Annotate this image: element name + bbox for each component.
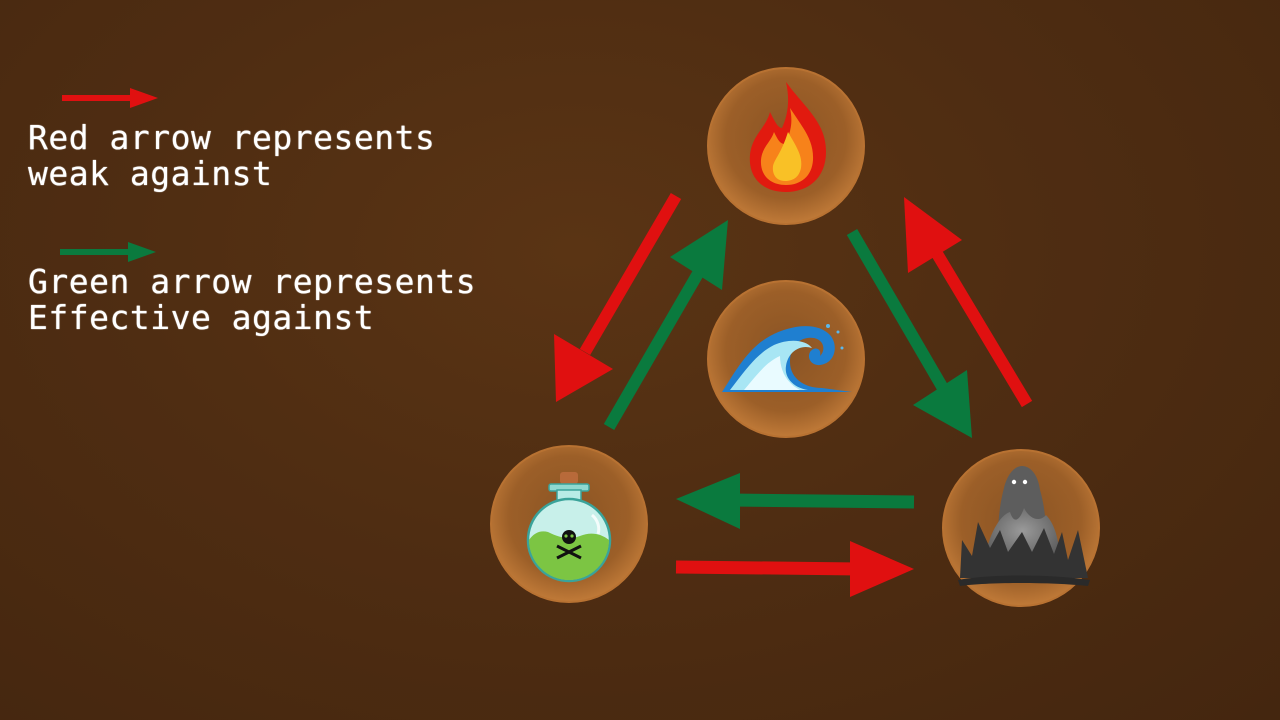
green-legend-line-1: Green arrow represents — [28, 262, 477, 301]
red-legend-line-2: weak against — [28, 154, 273, 193]
green-legend-text: Green arrow represents Effective against — [28, 264, 476, 336]
green-arrow-legend-icon — [60, 242, 156, 262]
legend: Red arrow represents weak against Green … — [0, 0, 476, 360]
red-arrow-fire-to-poison — [554, 192, 682, 402]
green-arrow-poison-to-fire — [603, 220, 728, 431]
red-arrow-legend-icon — [62, 88, 158, 108]
red-legend-line-1: Red arrow represents — [28, 118, 436, 157]
red-legend-text: Red arrow represents weak against — [28, 120, 435, 192]
red-arrow-ghost-to-fire — [904, 197, 1033, 408]
red-arrow-poison-to-ghost — [675, 541, 914, 597]
water-orb[interactable] — [707, 280, 865, 438]
fire-icon — [749, 82, 826, 192]
green-arrow-fire-to-ghost — [846, 228, 972, 438]
wave-icon — [722, 324, 852, 392]
poison-orb[interactable] — [490, 445, 648, 603]
green-arrow-ghost-to-poison — [676, 473, 915, 529]
poison-flask-icon — [526, 472, 612, 583]
fire-orb[interactable] — [707, 67, 865, 225]
ghost-icon — [958, 466, 1090, 586]
arrows — [554, 192, 1033, 597]
ghost-orb[interactable] — [942, 449, 1100, 607]
green-legend-line-2: Effective against — [28, 298, 375, 337]
